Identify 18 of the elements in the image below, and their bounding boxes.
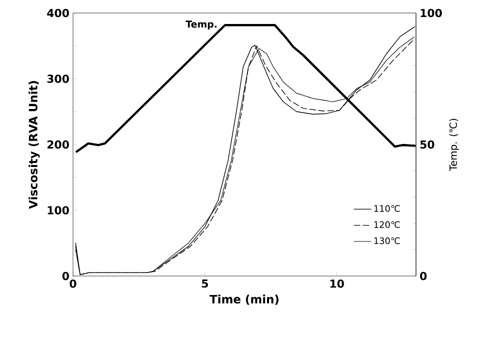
legend-label: 110℃: [374, 205, 400, 212]
y-tick-label: 0: [62, 272, 69, 280]
x-axis-title: Time (min): [210, 294, 278, 305]
x-tick-label: 0: [70, 280, 76, 288]
y-tick-label: 200: [47, 140, 69, 149]
legend-label: 130℃: [374, 237, 400, 244]
x-tick-label: 5: [202, 280, 208, 288]
series-label: Temp.: [186, 20, 217, 30]
x-tick-label: 10: [330, 280, 344, 288]
y2-tick-label: 100: [420, 8, 442, 18]
y-tick-label: 300: [47, 74, 69, 83]
legend-label: 120℃: [374, 221, 400, 228]
y-tick-label: 100: [48, 206, 69, 214]
y2-tick-label: 0: [420, 272, 427, 280]
y2-axis-title: Temp. (℃): [449, 118, 459, 171]
y-tick-label: 400: [47, 8, 69, 18]
y-axis-title: Viscosity (RVA Unit): [28, 81, 40, 209]
y2-tick-label: 50: [420, 140, 434, 149]
